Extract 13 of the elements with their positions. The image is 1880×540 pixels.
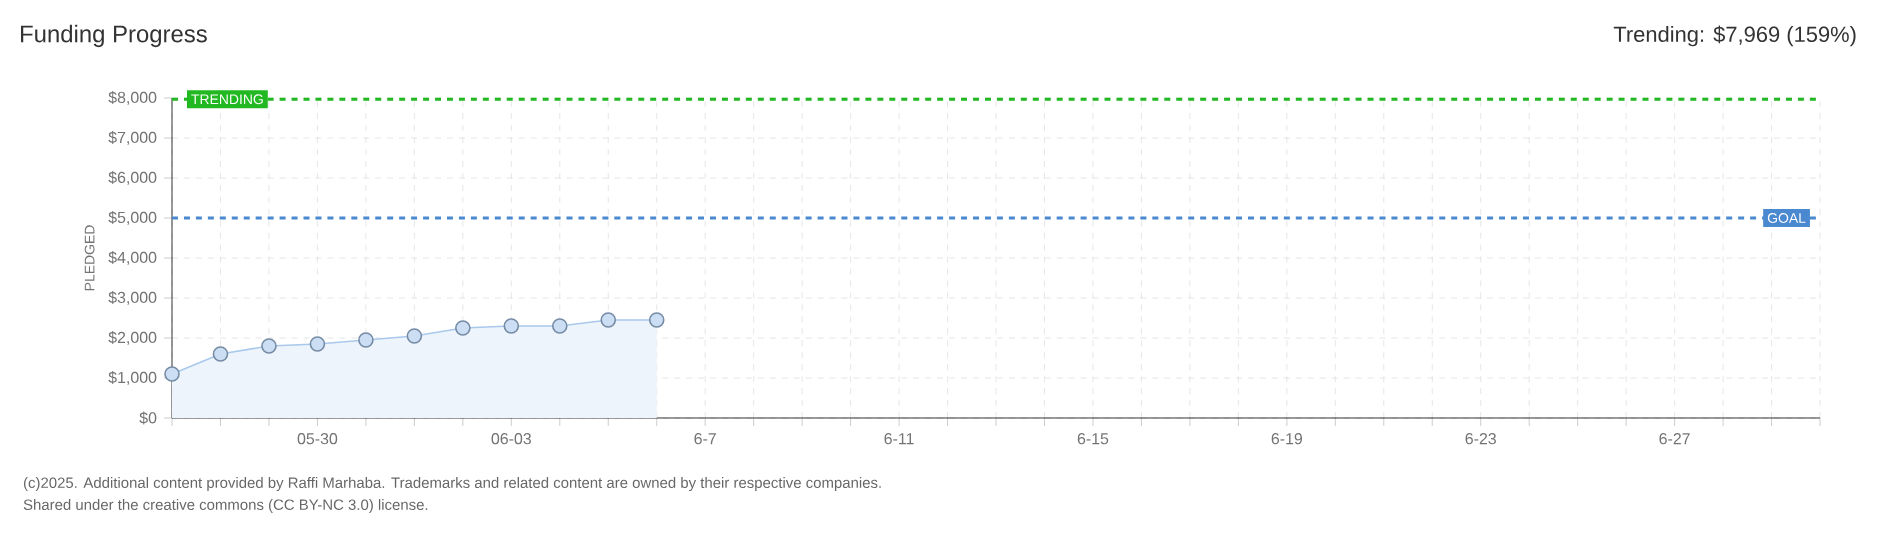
point [648, 312, 665, 328]
point [358, 332, 374, 348]
point [261, 338, 277, 354]
point [503, 318, 520, 334]
chart-title: Funding Progress [21, 24, 207, 48]
point [406, 328, 423, 344]
point [455, 320, 471, 336]
point [212, 346, 229, 362]
point [551, 318, 568, 334]
point [600, 312, 617, 328]
point [164, 366, 180, 382]
point [309, 336, 326, 352]
text: Trending: $7,969 (159%) [1613, 25, 1856, 47]
